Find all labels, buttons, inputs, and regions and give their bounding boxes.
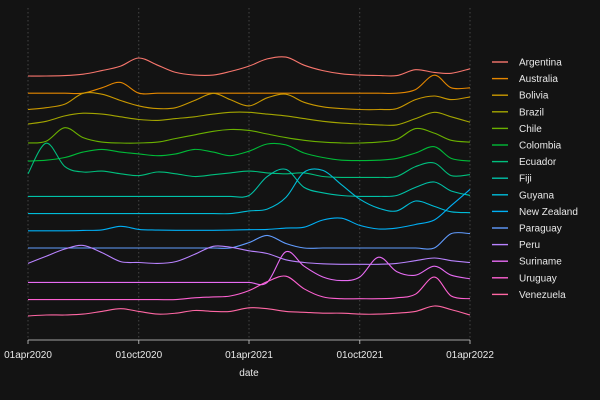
legend-label-australia: Australia [519, 74, 558, 85]
legend-label-peru: Peru [519, 240, 540, 251]
x-tick-label: 01oct2021 [336, 350, 383, 361]
x-tick-label: 01apr2021 [225, 350, 273, 361]
x-axis-title: date [239, 368, 259, 379]
vertical-gridlines [27, 8, 471, 340]
x-tick-label: 01apr2022 [446, 350, 494, 361]
legend-label-colombia: Colombia [519, 141, 562, 152]
series-line-chile [27, 127, 471, 144]
legend-label-paraguay: Paraguay [519, 224, 562, 235]
series-line-suriname [28, 250, 471, 286]
series-line-colombia [27, 142, 471, 162]
legend-label-guyana: Guyana [519, 190, 554, 201]
series-line-fiji [28, 168, 471, 198]
legend-label-bolivia: Bolivia [519, 91, 549, 102]
legend-label-ecuador: Ecuador [519, 157, 557, 168]
series-lines [27, 56, 471, 317]
legend-label-suriname: Suriname [519, 257, 562, 268]
legend-label-fiji: Fiji [519, 174, 532, 185]
x-axis: 01apr2020 01oct2020 01apr2021 01oct2021 01ap… [4, 339, 494, 361]
series-line-brazil [27, 111, 471, 126]
legend: Argentina Australia Bolivia Brazil Chile Colo… [492, 58, 578, 301]
legend-label-chile: Chile [519, 124, 542, 135]
series-line-bolivia [27, 92, 471, 111]
legend-label-argentina: Argentina [519, 58, 562, 69]
series-line-guyana [28, 168, 471, 215]
series-line-venezuela [27, 305, 471, 317]
x-tick-label: 01apr2020 [4, 350, 52, 361]
series-line-peru [27, 244, 471, 265]
series-line-australia [28, 74, 471, 95]
series-line-ecuador [27, 142, 471, 179]
series-line-new-zealand [28, 188, 471, 232]
series-line-paraguay [28, 231, 471, 250]
legend-label-new-zealand: New Zealand [519, 207, 578, 218]
legend-label-brazil: Brazil [519, 107, 544, 118]
legend-label-uruguay: Uruguay [519, 273, 557, 284]
x-tick-label: 01oct2020 [115, 350, 162, 361]
series-line-argentina [27, 56, 471, 77]
legend-label-venezuela: Venezuela [519, 290, 566, 301]
series-line-uruguay [28, 275, 471, 301]
